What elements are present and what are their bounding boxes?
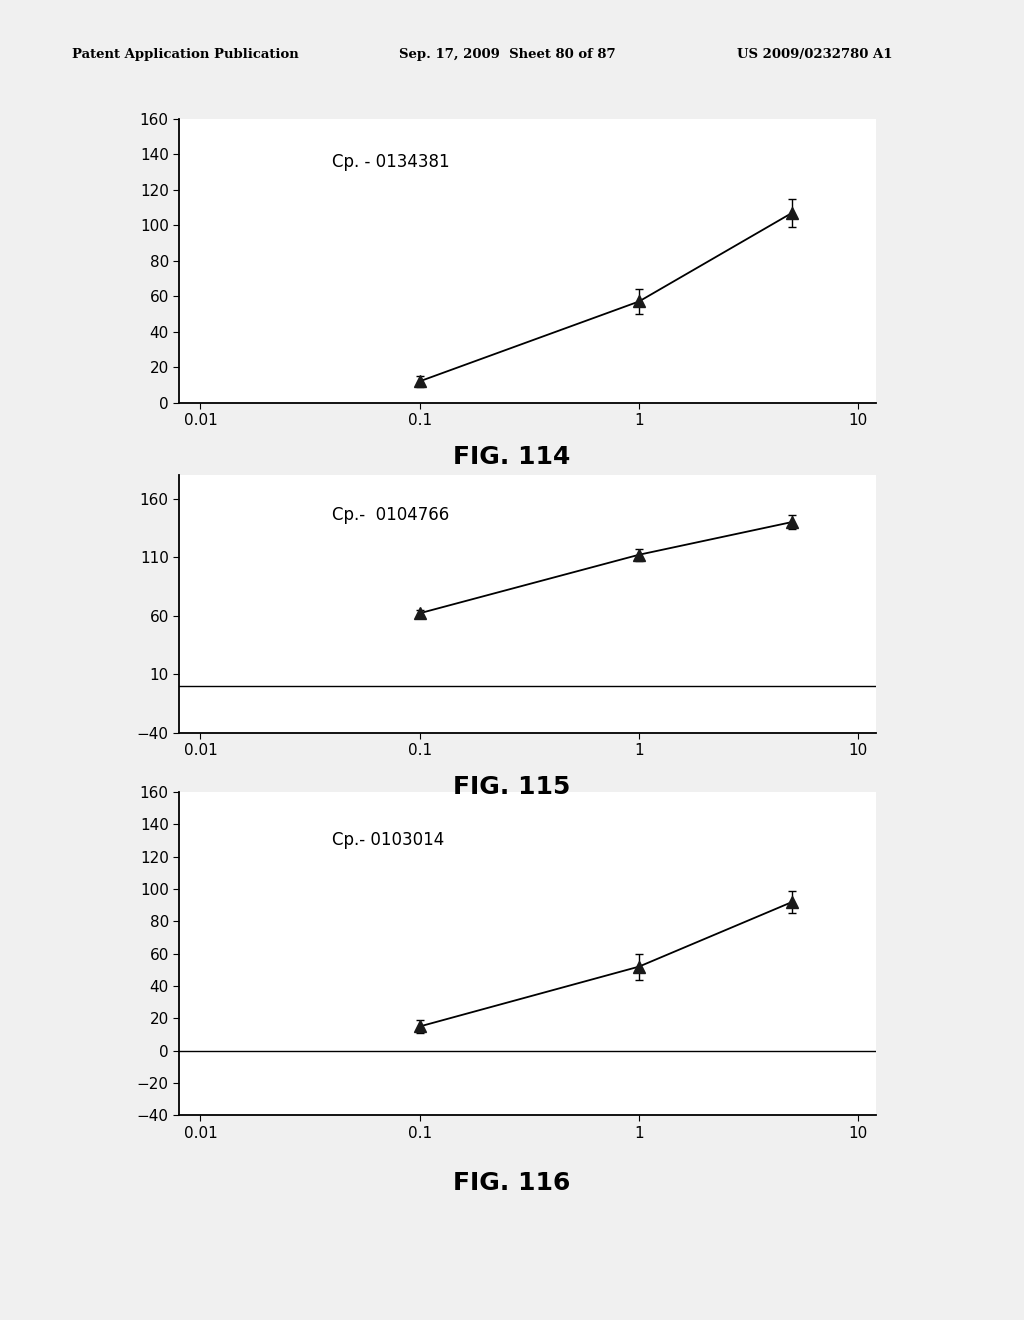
Text: Cp. - 0134381: Cp. - 0134381 — [333, 153, 450, 170]
Text: US 2009/0232780 A1: US 2009/0232780 A1 — [737, 48, 893, 61]
Text: Sep. 17, 2009  Sheet 80 of 87: Sep. 17, 2009 Sheet 80 of 87 — [399, 48, 616, 61]
Text: Patent Application Publication: Patent Application Publication — [72, 48, 298, 61]
Text: FIG. 114: FIG. 114 — [454, 445, 570, 469]
Text: FIG. 116: FIG. 116 — [454, 1171, 570, 1195]
Text: FIG. 115: FIG. 115 — [454, 775, 570, 799]
Text: Cp.-  0104766: Cp.- 0104766 — [333, 506, 450, 524]
Text: Cp.- 0103014: Cp.- 0103014 — [333, 830, 444, 849]
